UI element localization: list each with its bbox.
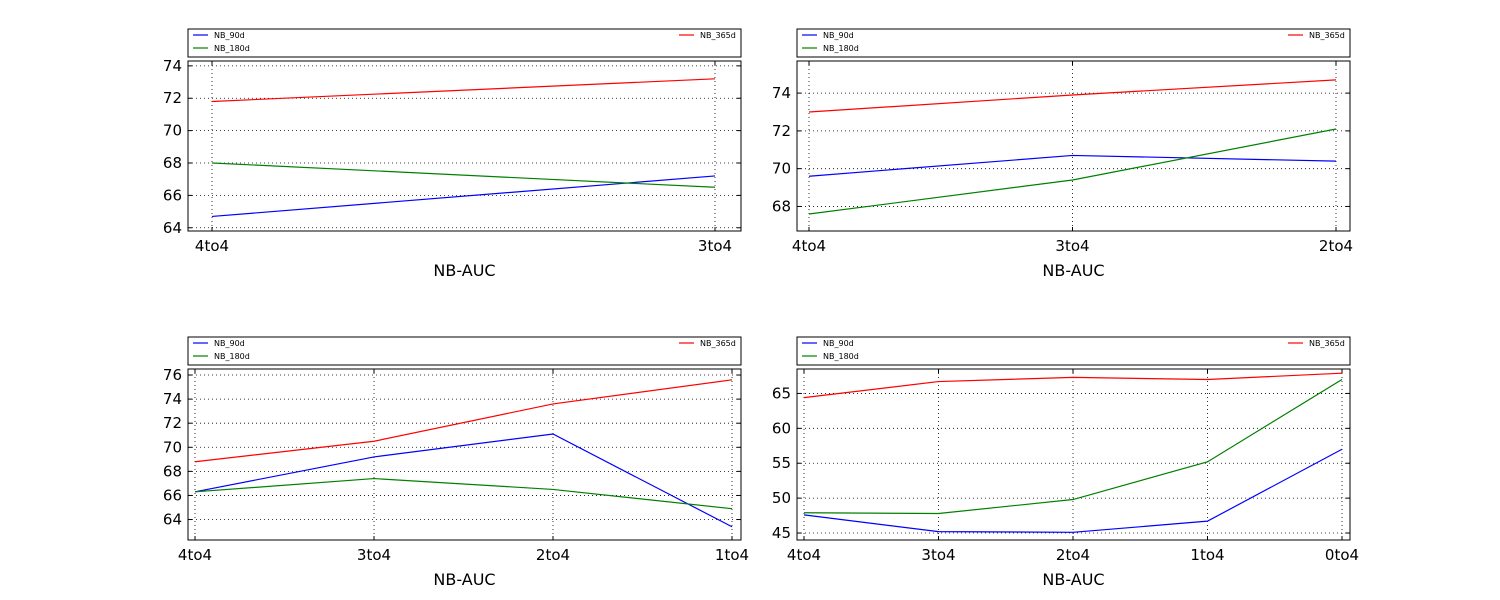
series-line-nb-90d: [808, 154, 1337, 177]
y-tick-label-74: 74: [163, 57, 182, 75]
x-tick-label-3to4: 3to4: [1055, 237, 1089, 255]
subplot-2: 4to4 3to4 2to468707274NB-AUCNB_90dNB_180dN…: [772, 28, 1353, 280]
legend-box: [796, 336, 1351, 366]
y-tick-label-70: 70: [163, 438, 182, 456]
series-line-nb-365d: [194, 379, 733, 463]
y-tick-label-45: 45: [772, 524, 791, 542]
x-tick-label-3to4: 3to4: [921, 546, 955, 564]
series-line-nb-90d: [194, 433, 733, 528]
legend-label-nb-365d: NB_365d: [700, 31, 736, 40]
y-tick-label-76: 76: [163, 366, 182, 384]
y-tick-label-72: 72: [163, 89, 182, 107]
plot-area: [188, 61, 741, 231]
legend-label-nb-365d: NB_365d: [1309, 339, 1345, 348]
legend: NB_90d NB_180d NB_365d: [187, 336, 742, 366]
legend-label-nb-365d: NB_365d: [1309, 31, 1345, 40]
y-tick-label-64: 64: [163, 511, 182, 529]
x-tick-label-1to4: 1to4: [715, 546, 749, 564]
x-axis-label: NB-AUC: [433, 570, 495, 589]
legend-label-nb-90d: NB_90d: [823, 31, 854, 40]
legend: NB_90d NB_180d NB_365d: [796, 336, 1351, 366]
x-tick-label-3to4: 3to4: [698, 237, 732, 255]
x-tick-label-4to4: 4to4: [195, 237, 229, 255]
series-line-nb-180d: [194, 477, 733, 510]
y-tick-label-72: 72: [163, 414, 182, 432]
plot-area: [797, 61, 1350, 231]
y-tick-label-68: 68: [772, 197, 791, 215]
x-tick-label-2to4: 2to4: [536, 546, 570, 564]
y-tick-label-64: 64: [163, 219, 182, 237]
series-line-nb-365d: [808, 79, 1337, 113]
plot-area: [188, 369, 741, 540]
x-tick-label-4to4: 4to4: [792, 237, 826, 255]
axes-frame: [187, 368, 742, 541]
y-tick-label-55: 55: [772, 454, 791, 472]
legend-label-nb-180d: NB_180d: [823, 352, 859, 361]
axes-frame: [187, 60, 742, 232]
legend-label-nb-180d: NB_180d: [214, 352, 250, 361]
legend-label-nb-180d: NB_180d: [214, 44, 250, 53]
series-line-nb-365d: [803, 372, 1343, 399]
x-axis-label: NB-AUC: [1042, 570, 1104, 589]
legend-label-nb-365d: NB_365d: [700, 339, 736, 348]
x-axis-label: NB-AUC: [433, 261, 495, 280]
x-tick-label-2to4: 2to4: [1056, 546, 1090, 564]
series-line-nb-365d: [211, 78, 716, 103]
legend: NB_90d NB_180d NB_365d: [187, 28, 742, 58]
legend-box: [796, 28, 1351, 58]
subplot-4: 4to4 3to4 2to4 1to4 0to4 45 50 55 60 65 NB-AUC NB_9…: [772, 336, 1359, 589]
plot-area: [797, 369, 1350, 540]
y-tick-label-68: 68: [163, 154, 182, 172]
subplot-3: 4to4 3to4 2to4 1to4 64 66 68 70 72 74 76 NB-AUC NB_9…: [163, 336, 749, 589]
legend-box: [187, 28, 742, 58]
y-tick-label-66: 66: [163, 186, 182, 204]
y-tick-label-50: 50: [772, 489, 791, 507]
series-line-nb-180d: [803, 378, 1343, 515]
legend-label-nb-180d: NB_180d: [823, 44, 859, 53]
axes-frame: [796, 368, 1351, 541]
x-tick-label-0to4: 0to4: [1325, 546, 1359, 564]
legend-label-nb-90d: NB_90d: [214, 31, 245, 40]
x-tick-label-1to4: 1to4: [1190, 546, 1224, 564]
y-tick-label-72: 72: [772, 122, 791, 140]
y-tick-label-70: 70: [772, 160, 791, 178]
legend: NB_90d NB_180d NB_365d: [796, 28, 1351, 58]
y-tick-label-68: 68: [163, 462, 182, 480]
y-tick-label-74: 74: [163, 390, 182, 408]
y-tick-label-60: 60: [772, 419, 791, 437]
subplot-1: 4to4 3to4646668707274NB-AUCNB_90dNB_180dN…: [163, 28, 742, 280]
y-tick-label-65: 65: [772, 384, 791, 402]
x-tick-label-4to4: 4to4: [787, 546, 821, 564]
series-line-nb-180d: [808, 128, 1337, 215]
axes-frame: [796, 60, 1351, 232]
legend-label-nb-90d: NB_90d: [823, 339, 854, 348]
series-line-nb-90d: [803, 448, 1343, 533]
x-tick-label-4to4: 4to4: [178, 546, 212, 564]
x-tick-label-2to4: 2to4: [1319, 237, 1353, 255]
legend-box: [187, 336, 742, 366]
y-tick-label-70: 70: [163, 122, 182, 140]
series-line-nb-180d: [211, 162, 716, 188]
x-tick-label-3to4: 3to4: [357, 546, 391, 564]
y-tick-label-74: 74: [772, 84, 791, 102]
y-tick-label-66: 66: [163, 486, 182, 504]
legend-label-nb-90d: NB_90d: [214, 339, 245, 348]
x-axis-label: NB-AUC: [1042, 261, 1104, 280]
